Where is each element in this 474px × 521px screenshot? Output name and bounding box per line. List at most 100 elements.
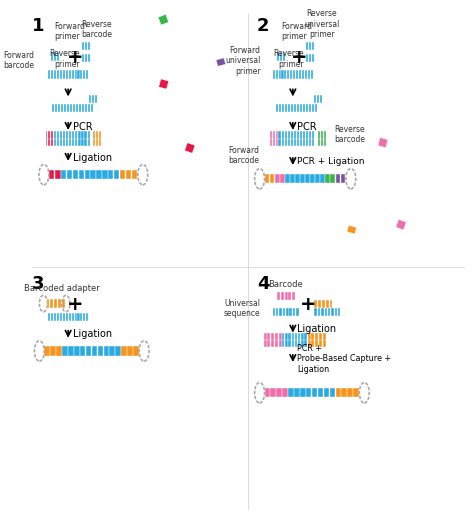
Bar [282, 70, 283, 79]
Bar [291, 131, 293, 141]
Bar [72, 313, 73, 321]
Bar [320, 95, 322, 104]
Bar [159, 79, 169, 89]
Bar [291, 104, 293, 112]
Bar [48, 131, 50, 141]
Bar [270, 131, 272, 141]
Bar [50, 299, 53, 308]
Bar [312, 388, 318, 398]
Bar [57, 53, 59, 60]
Bar [300, 388, 306, 398]
Bar [295, 174, 300, 183]
Bar [312, 54, 314, 62]
Bar [324, 131, 326, 141]
Text: Forward
barcode: Forward barcode [228, 146, 259, 165]
Bar [292, 292, 295, 301]
Bar [285, 333, 288, 342]
Bar [80, 346, 85, 356]
Bar [69, 70, 71, 79]
Bar [297, 139, 299, 146]
Bar [55, 170, 61, 179]
Bar [312, 42, 314, 51]
Bar [86, 313, 88, 321]
Bar [298, 340, 301, 347]
Bar [96, 131, 98, 141]
Bar [320, 131, 323, 141]
Bar [354, 388, 359, 398]
Bar [75, 131, 77, 141]
Text: Universal
sequence: Universal sequence [224, 299, 261, 318]
Bar [216, 58, 226, 66]
Bar [51, 313, 53, 321]
Bar [315, 340, 318, 347]
Bar [74, 70, 77, 79]
Bar [54, 299, 57, 308]
Bar [54, 131, 56, 141]
Bar [309, 131, 311, 141]
Bar [114, 170, 119, 179]
Bar [273, 308, 275, 316]
Bar [284, 131, 287, 141]
Bar [318, 131, 319, 141]
Bar [48, 139, 50, 146]
Bar [315, 104, 317, 112]
Bar [284, 70, 286, 79]
Bar [289, 333, 291, 342]
Bar [312, 131, 314, 141]
Bar [76, 104, 78, 112]
Bar [314, 95, 316, 104]
Bar [297, 131, 299, 141]
Bar [63, 313, 65, 321]
Bar [54, 313, 56, 321]
Bar [51, 53, 53, 60]
Bar [126, 170, 131, 179]
Bar [286, 308, 289, 316]
Bar [74, 313, 77, 321]
Bar [96, 139, 98, 146]
Bar [62, 346, 68, 356]
Bar [276, 131, 278, 141]
Text: Forward
barcode: Forward barcode [3, 51, 35, 70]
Bar [60, 131, 62, 141]
Bar [82, 131, 83, 141]
Bar [285, 340, 288, 347]
Bar [285, 174, 290, 183]
Bar [84, 139, 87, 146]
Bar [279, 333, 282, 342]
Bar [88, 139, 90, 146]
Bar [280, 53, 282, 60]
Bar [329, 388, 335, 398]
Bar [271, 388, 276, 398]
Text: Barcoded adapter: Barcoded adapter [24, 284, 99, 293]
Bar [311, 70, 313, 79]
Bar [295, 340, 297, 347]
Bar [280, 174, 285, 183]
Bar [331, 308, 334, 316]
Text: Ligation: Ligation [297, 324, 337, 334]
Text: Forward
primer: Forward primer [55, 22, 86, 41]
Bar [85, 42, 87, 51]
Bar [287, 70, 290, 79]
Bar [311, 340, 314, 347]
Bar [310, 54, 311, 62]
Bar [318, 139, 319, 146]
Bar [69, 139, 71, 146]
Bar [62, 299, 64, 308]
Bar [73, 104, 75, 112]
Bar [270, 139, 272, 146]
Bar [292, 333, 294, 342]
Bar [92, 95, 94, 104]
Bar [65, 313, 68, 321]
Bar [282, 131, 284, 141]
Bar [45, 346, 50, 356]
Bar [347, 388, 353, 398]
Bar [93, 139, 95, 146]
Bar [57, 131, 59, 141]
Bar [77, 70, 80, 79]
Bar [378, 138, 388, 147]
Bar [288, 131, 290, 141]
Bar [310, 174, 315, 183]
Bar [282, 139, 284, 146]
Bar [83, 70, 85, 79]
Bar [303, 131, 305, 141]
